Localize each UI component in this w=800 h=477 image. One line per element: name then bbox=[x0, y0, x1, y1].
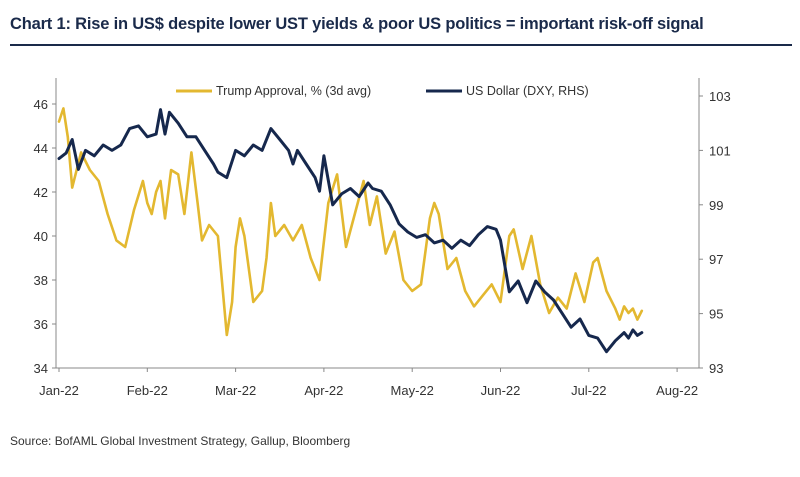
left-tick-label: 44 bbox=[34, 141, 48, 156]
x-tick-label: Jan-22 bbox=[39, 383, 79, 398]
series-line-us-dollar bbox=[57, 108, 644, 354]
x-tick-label: Jul-22 bbox=[571, 383, 606, 398]
legend-label-approval: Trump Approval, % (3d avg) bbox=[216, 84, 371, 98]
x-tick-label: Apr-22 bbox=[304, 383, 343, 398]
left-tick-label: 38 bbox=[34, 273, 48, 288]
left-tick-label: 46 bbox=[34, 97, 48, 112]
left-tick-label: 36 bbox=[34, 317, 48, 332]
right-tick-label: 103 bbox=[709, 89, 731, 104]
x-axis: Jan-22 Feb-22 Mar-22 Apr-22 May-22 Jun-22 Jul-… bbox=[39, 368, 698, 398]
x-tick-label: Aug-22 bbox=[656, 383, 698, 398]
x-tick-label: Mar-22 bbox=[215, 383, 256, 398]
legend-label-dollar: US Dollar (DXY, RHS) bbox=[466, 84, 589, 98]
right-tick-label: 99 bbox=[709, 198, 723, 213]
right-tick-label: 95 bbox=[709, 307, 723, 322]
left-tick-label: 40 bbox=[34, 229, 48, 244]
left-tick-label: 34 bbox=[34, 361, 48, 376]
right-axis: 93 95 97 99 101 103 bbox=[699, 89, 731, 376]
source-note: Source: BofAML Global Investment Strateg… bbox=[10, 434, 351, 448]
title-underline bbox=[10, 44, 792, 46]
x-tick-label: May-22 bbox=[391, 383, 434, 398]
series-line-trump-approval bbox=[57, 107, 644, 337]
x-tick-label: Jun-22 bbox=[481, 383, 521, 398]
chart-title: Chart 1: Rise in US$ despite lower UST y… bbox=[10, 15, 704, 33]
left-tick-label: 42 bbox=[34, 185, 48, 200]
x-tick-label: Feb-22 bbox=[127, 383, 168, 398]
right-tick-label: 101 bbox=[709, 143, 731, 158]
series-layer bbox=[57, 107, 644, 354]
right-tick-label: 97 bbox=[709, 252, 723, 267]
right-tick-label: 93 bbox=[709, 361, 723, 376]
plot-frame bbox=[55, 78, 700, 369]
legend: Trump Approval, % (3d avg) US Dollar (DX… bbox=[176, 84, 589, 98]
left-axis: 34 36 38 40 42 44 46 bbox=[34, 97, 56, 376]
